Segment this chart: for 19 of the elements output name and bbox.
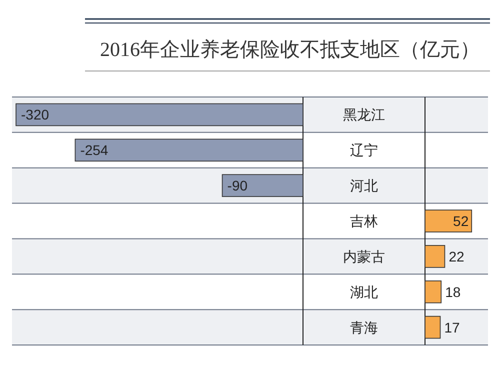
bar — [424, 280, 442, 304]
y-tick-label: 湖北 — [350, 284, 378, 300]
y-tick-label: 辽宁 — [350, 142, 378, 158]
data-label: -254 — [80, 142, 108, 158]
data-label: 17 — [444, 319, 460, 336]
y-tick-label: 内蒙古 — [343, 248, 385, 264]
chart-title: 2016年企业养老保险收不抵支地区（亿元） — [100, 39, 480, 61]
y-tick-label: 吉林 — [350, 213, 378, 229]
data-label: -320 — [21, 106, 50, 123]
data-label: 22 — [448, 248, 465, 264]
data-label: -90 — [227, 178, 248, 194]
bar — [424, 210, 472, 232]
y-tick-label: 青海 — [350, 319, 378, 336]
bar — [424, 245, 446, 268]
bar — [424, 316, 441, 339]
y-tick-label: 黑龙江 — [343, 106, 385, 123]
data-label: 52 — [453, 213, 469, 229]
data-label: 18 — [445, 284, 461, 300]
y-tick-label: 河北 — [350, 178, 378, 194]
